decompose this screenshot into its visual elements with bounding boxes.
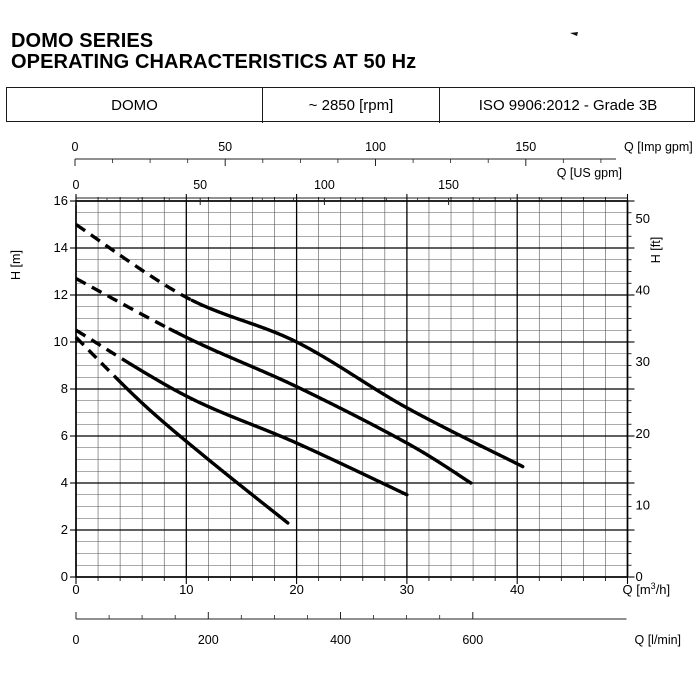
svg-text:600: 600 — [462, 633, 483, 647]
svg-text:20: 20 — [289, 582, 303, 597]
svg-text:30: 30 — [400, 582, 414, 597]
svg-text:100: 100 — [365, 140, 386, 154]
svg-text:150: 150 — [515, 140, 536, 154]
svg-text:50: 50 — [193, 178, 207, 192]
svg-text:0: 0 — [72, 582, 79, 597]
svg-text:0: 0 — [61, 569, 68, 584]
svg-text:14: 14 — [54, 240, 68, 255]
svg-text:4: 4 — [61, 475, 68, 490]
svg-text:12: 12 — [54, 287, 68, 302]
svg-text:200: 200 — [198, 633, 219, 647]
svg-text:10: 10 — [54, 334, 68, 349]
svg-text:Q [Imp gpm]: Q [Imp gpm] — [624, 140, 693, 154]
svg-text:2: 2 — [61, 522, 68, 537]
svg-text:0: 0 — [73, 633, 80, 647]
svg-text:150: 150 — [438, 178, 459, 192]
svg-text:Q [l/min]: Q [l/min] — [635, 633, 682, 647]
svg-text:H [ft]: H [ft] — [649, 237, 663, 263]
svg-text:50: 50 — [636, 211, 650, 226]
svg-text:100: 100 — [314, 178, 335, 192]
svg-text:Q [m3/h]: Q [m3/h] — [623, 581, 671, 597]
svg-text:8: 8 — [61, 381, 68, 396]
svg-text:10: 10 — [636, 497, 650, 512]
svg-text:0: 0 — [72, 140, 79, 154]
svg-text:H [m]: H [m] — [9, 250, 23, 280]
svg-text:Q [US gpm]: Q [US gpm] — [557, 166, 622, 180]
svg-text:6: 6 — [61, 428, 68, 443]
svg-text:40: 40 — [636, 283, 650, 298]
svg-text:16: 16 — [54, 193, 68, 208]
svg-text:50: 50 — [218, 140, 232, 154]
svg-text:0: 0 — [73, 178, 80, 192]
svg-text:20: 20 — [636, 426, 650, 441]
svg-text:10: 10 — [179, 582, 193, 597]
svg-text:400: 400 — [330, 633, 351, 647]
svg-text:30: 30 — [636, 354, 650, 369]
svg-text:40: 40 — [510, 582, 524, 597]
